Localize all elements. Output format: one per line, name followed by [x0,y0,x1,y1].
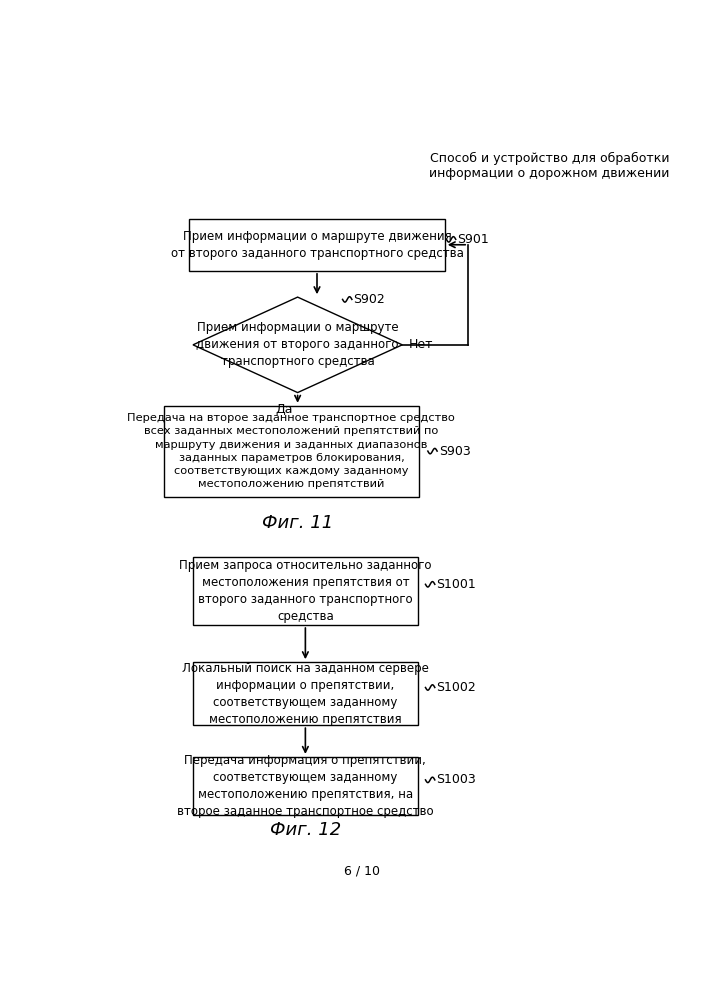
Text: S902: S902 [354,293,385,306]
Text: S901: S901 [457,233,489,246]
Bar [163,406,419,497]
Text: S903: S903 [438,445,470,458]
Text: Способ и устройство для обработки
информации о дорожном движении: Способ и устройство для обработки информ… [429,152,670,180]
Bar [193,557,418,625]
Text: S1002: S1002 [436,681,476,694]
Polygon shape [193,297,402,393]
Text: Локальный поиск на заданном сервере
информации о препятствии,
соответствующем за: Локальный поиск на заданном сервере инфо… [182,662,429,726]
Text: S1003: S1003 [436,773,476,786]
Text: Прием информации о маршруте
движения от второго заданного
транспортного средства: Прием информации о маршруте движения от … [197,321,399,368]
Text: Передача информация о препятствии,
соответствующем заданному
местоположению преп: Передача информация о препятствии, соотв… [177,754,433,818]
Text: Фиг. 11: Фиг. 11 [262,514,333,532]
Text: S1001: S1001 [436,578,476,591]
Bar [193,662,418,725]
Text: Прием запроса относительно заданного
местоположения препятствия от
второго задан: Прием запроса относительно заданного мес… [179,559,432,623]
Text: Прием информации о маршруте движения
от второго заданного транспортного средства: Прием информации о маршруте движения от … [170,230,463,260]
Text: Да: Да [275,403,293,416]
Text: Передача на второе заданное транспортное средство
всех заданных местоположений п: Передача на второе заданное транспортное… [127,413,455,489]
Text: 6 / 10: 6 / 10 [344,864,380,877]
Text: Нет: Нет [409,338,433,351]
Bar [193,757,418,815]
Bar [189,219,445,271]
Text: Фиг. 12: Фиг. 12 [270,821,341,839]
